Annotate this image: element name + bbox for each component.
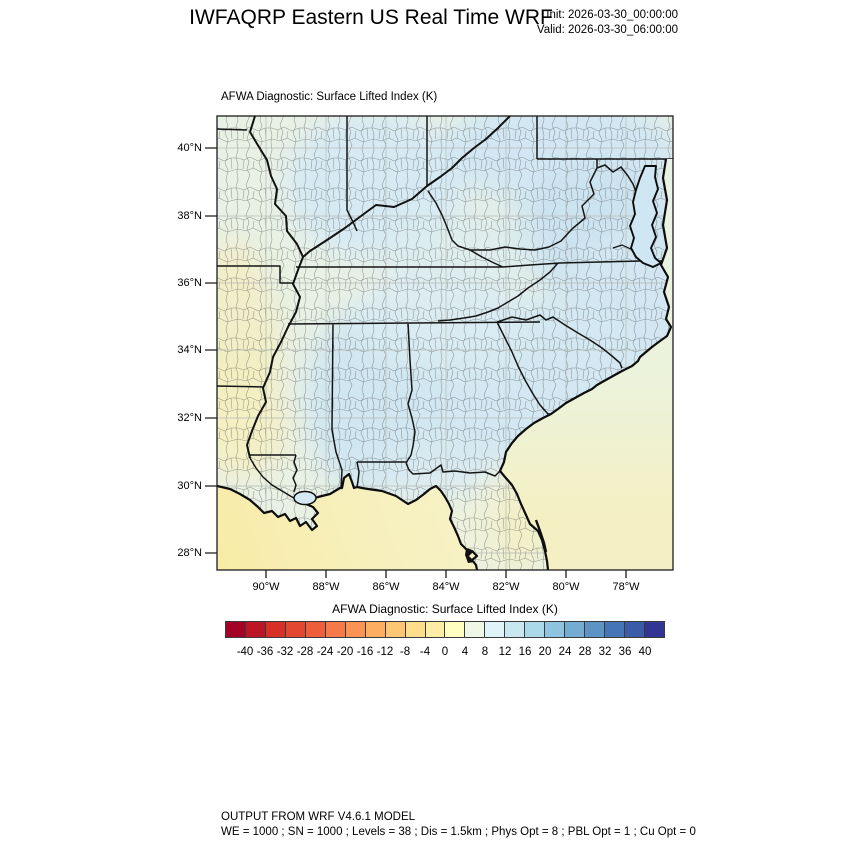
- colorbar-cell: [305, 622, 326, 637]
- colorbar-title: AFWA Diagnostic: Surface Lifted Index (K…: [332, 602, 558, 616]
- colorbar-cell: [505, 622, 526, 637]
- lower-mississippi-river: [249, 457, 301, 502]
- lifted-index-field: [217, 116, 673, 570]
- colorbar-tick-label: 24: [558, 646, 572, 658]
- y-tick-label: 32°N: [177, 412, 202, 424]
- colorbar-tick-label: 28: [578, 646, 592, 658]
- colorbar-cell: [245, 622, 266, 637]
- colorbar-cell: [465, 622, 486, 637]
- colorbar-cell: [525, 622, 546, 637]
- atlantic-coastline: [498, 158, 673, 570]
- james-river: [612, 244, 634, 251]
- colorbar-cell: [385, 622, 406, 637]
- colorbar-cell: [285, 622, 306, 637]
- colorbar: [225, 621, 665, 638]
- valid-time: Valid: 2026-03-30_06:00:00: [536, 24, 678, 36]
- colorbar-tick-label: 16: [518, 646, 532, 658]
- colorbar-tick-label: 40: [638, 646, 652, 658]
- colorbar-tick-label: 8: [481, 646, 489, 658]
- colorbar-cell: [485, 622, 506, 637]
- init-time: Init: 2026-03-30_00:00:00: [546, 9, 678, 21]
- map-subtitle: AFWA Diagnostic: Surface Lifted Index (K…: [221, 91, 438, 103]
- colorbar-cell: [625, 622, 646, 637]
- y-tick-label: 40°N: [177, 142, 202, 154]
- colorbar-tick-label: 4: [461, 646, 469, 658]
- colorbar-tick-label: -8: [399, 646, 411, 658]
- atlantic-ocean: [500, 159, 673, 570]
- x-tick-label: 82°W: [492, 581, 520, 593]
- gulf-of-mexico: [217, 474, 477, 570]
- y-tick-label: 28°N: [177, 547, 202, 559]
- colorbar-cell: [425, 622, 446, 637]
- colorbar-cell: [445, 622, 466, 637]
- footer-line1: OUTPUT FROM WRF V4.6.1 MODEL: [221, 811, 416, 823]
- colorbar-cell: [405, 622, 426, 637]
- colorbar-tick-label: 36: [618, 646, 632, 658]
- colorbar-tick-label: 20: [538, 646, 552, 658]
- x-tick-label: 90°W: [252, 581, 280, 593]
- graticule: [217, 116, 673, 570]
- mississippi-river: [246, 116, 304, 459]
- footer: OUTPUT FROM WRF V4.6.1 MODEL WE = 1000 ;…: [221, 810, 696, 840]
- colorbar-tick-label: 0: [441, 646, 449, 658]
- colorbar-tick-label: -20: [336, 646, 354, 658]
- footer-line2: WE = 1000 ; SN = 1000 ; Levels = 38 ; Di…: [221, 826, 696, 838]
- colorbar-tick-label: -12: [376, 646, 394, 658]
- colorbar-tick-label: 32: [598, 646, 612, 658]
- axis-ticks: [205, 147, 627, 578]
- x-tick-label: 86°W: [372, 581, 400, 593]
- colorbar-cell: [545, 622, 566, 637]
- y-tick-label: 38°N: [177, 210, 202, 222]
- colorbar-tick-label: -40: [236, 646, 254, 658]
- y-tick-label: 30°N: [177, 480, 202, 492]
- gulf-coastline: [217, 472, 479, 570]
- canaveral-lagoon: [534, 519, 548, 553]
- colorbar-cell: [226, 622, 246, 637]
- colorbar-tick-label: -28: [296, 646, 314, 658]
- x-tick-label: 88°W: [312, 581, 340, 593]
- chesapeake-bay: [629, 165, 662, 268]
- run-info: Init: 2026-03-30_00:00:00 Valid: 2026-03…: [478, 8, 678, 38]
- colorbar-tick-label: -24: [316, 646, 334, 658]
- colorbar-cell: [565, 622, 586, 637]
- colorbar-cell: [345, 622, 366, 637]
- ohio-river: [302, 116, 511, 258]
- tampa-bay: [465, 548, 475, 563]
- x-tick-label: 84°W: [432, 581, 460, 593]
- colorbar-tick-label: 12: [498, 646, 512, 658]
- colorbar-tick-label: -16: [356, 646, 374, 658]
- colorbar-cell: [325, 622, 346, 637]
- x-tick-label: 78°W: [612, 581, 640, 593]
- colorbar-tick-label: -36: [256, 646, 274, 658]
- y-tick-label: 34°N: [177, 344, 202, 356]
- colorbar-tick-label: -4: [419, 646, 431, 658]
- colorbar-tick-label: -32: [276, 646, 294, 658]
- colorbar-cell: [585, 622, 606, 637]
- x-tick-label: 80°W: [552, 581, 580, 593]
- map-frame: [216, 115, 674, 571]
- colorbar-cell: [645, 622, 664, 637]
- state-borders: [217, 116, 673, 493]
- colorbar-cell: [605, 622, 626, 637]
- y-tick-label: 36°N: [177, 277, 202, 289]
- colorbar-cell: [365, 622, 386, 637]
- colorbar-cell: [265, 622, 286, 637]
- page-title: IWFAQRP Eastern US Real Time WRF: [189, 6, 553, 29]
- lake-pontchartrain: [293, 490, 317, 506]
